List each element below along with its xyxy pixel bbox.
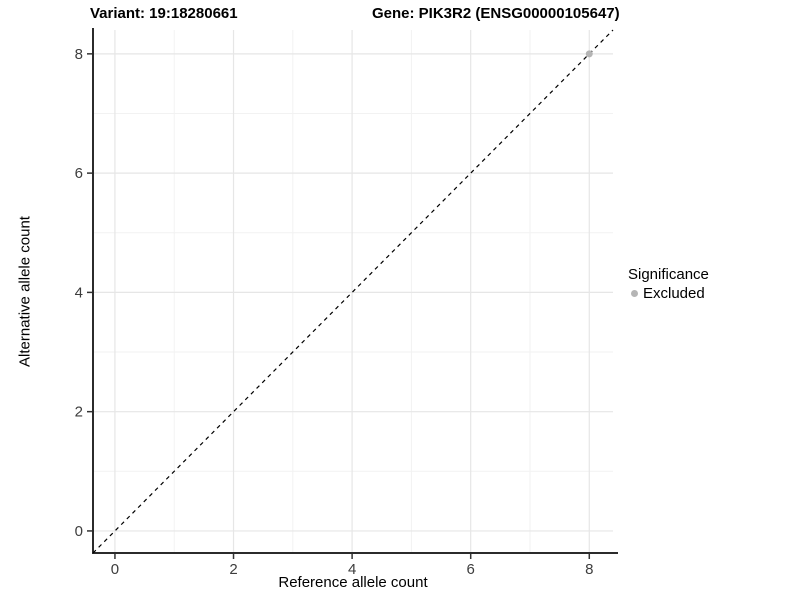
legend-item-excluded: Excluded <box>628 285 709 302</box>
x-tick-label: 6 <box>467 561 475 578</box>
y-tick-label: 6 <box>75 165 83 182</box>
gene-title: Gene: PIK3R2 (ENSG00000105647) <box>372 5 620 22</box>
excluded-point-swatch-icon <box>631 290 638 297</box>
y-tick-label: 0 <box>75 523 83 540</box>
x-tick-label: 8 <box>585 561 593 578</box>
x-tick-label: 2 <box>229 561 237 578</box>
y-axis-title: Alternative allele count <box>16 216 34 367</box>
y-tick-label: 8 <box>75 46 83 63</box>
data-point <box>585 50 593 58</box>
y-tick-label: 4 <box>75 284 83 301</box>
identity-reference-line <box>92 29 614 554</box>
x-tick-label: 4 <box>348 561 356 578</box>
legend-item-label: Excluded <box>643 285 705 302</box>
legend-title: Significance <box>628 266 709 283</box>
legend: Significance Excluded <box>628 266 709 302</box>
x-tick-label: 0 <box>111 561 119 578</box>
variant-title: Variant: 19:18280661 <box>90 5 238 22</box>
y-tick-label: 2 <box>75 404 83 421</box>
x-axis-title: Reference allele count <box>278 574 428 591</box>
